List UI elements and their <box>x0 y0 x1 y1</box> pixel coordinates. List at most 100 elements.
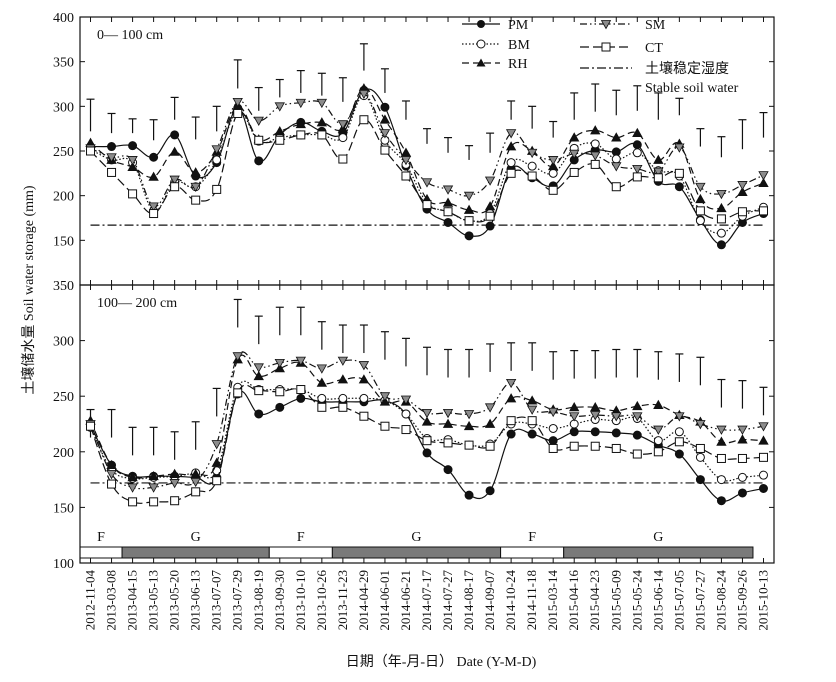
point-bm <box>527 161 537 171</box>
point-ct <box>443 438 453 448</box>
point-sm <box>148 483 159 493</box>
legend-label-stable-en: Stable soil water <box>645 81 739 96</box>
point-sm <box>758 422 769 432</box>
point-ct <box>674 168 684 178</box>
point-sm <box>653 167 664 177</box>
point-ct <box>107 479 117 489</box>
phase-label: F <box>528 530 536 545</box>
point-pm <box>485 486 495 496</box>
point-ct <box>254 135 264 145</box>
point-rh <box>127 472 138 482</box>
y-tick-label: 250 <box>53 390 74 405</box>
point-rh <box>148 470 159 481</box>
y-tick-label: 350 <box>53 56 74 71</box>
point-ct <box>233 108 243 118</box>
point-ct <box>359 411 369 421</box>
point-sm <box>526 148 538 159</box>
point-rh <box>463 204 475 214</box>
point-rh <box>758 177 769 188</box>
point-sm <box>505 378 517 389</box>
point-ct <box>527 171 537 181</box>
point-rh <box>337 374 349 384</box>
point-bm <box>548 423 558 433</box>
point-sm <box>421 178 433 188</box>
panel-label: 100— 200 cm <box>97 296 177 311</box>
point-sm <box>379 392 391 402</box>
point-rh <box>737 434 748 444</box>
point-ct <box>695 206 705 216</box>
point-sm <box>569 412 580 422</box>
point-ct <box>275 387 285 397</box>
series-line-rh <box>89 354 764 479</box>
point-bm <box>212 155 222 165</box>
legend-label-stable-cn: 土壤稳定湿度 <box>645 60 729 77</box>
point-sm <box>106 470 117 480</box>
point-sm <box>190 182 201 193</box>
point-ct <box>653 173 663 183</box>
point-bm <box>737 472 747 482</box>
point-sm <box>737 181 748 191</box>
point-sm <box>716 425 727 435</box>
point-rh <box>211 457 222 467</box>
point-rh <box>590 125 601 135</box>
point-sm <box>295 98 307 109</box>
point-sm <box>590 151 601 161</box>
point-sm <box>442 185 454 195</box>
point-sm <box>463 191 475 201</box>
point-sm <box>316 364 328 374</box>
point-ct <box>674 437 684 447</box>
point-sm <box>737 425 748 435</box>
point-bm <box>653 436 663 446</box>
x-tick-label: 2013-10-10 <box>293 570 308 631</box>
point-rh <box>190 167 201 177</box>
point-ct <box>527 416 537 426</box>
series-rh <box>85 83 769 214</box>
legend-item-rh: RH <box>462 57 527 72</box>
phase-growing <box>331 546 502 559</box>
point-rh <box>190 468 201 478</box>
series-line-sm <box>89 351 764 490</box>
point-pm <box>296 393 306 403</box>
point-pm <box>758 483 768 493</box>
phase-fallow <box>500 546 565 559</box>
point-rh <box>463 420 475 431</box>
point-sm <box>127 156 138 166</box>
point-ct <box>401 171 411 181</box>
point-ct <box>107 167 117 177</box>
point-sm <box>295 356 307 366</box>
point-pm <box>254 156 264 166</box>
point-sm <box>526 405 538 415</box>
x-tick-label: 2015-07-05 <box>671 570 686 631</box>
x-tick-label: 2013-07-07 <box>209 570 224 631</box>
point-pm <box>485 221 495 231</box>
x-tick-label: 2013-08-19 <box>251 570 266 631</box>
legend-label-pm: PM <box>508 18 529 33</box>
point-bm <box>716 228 726 238</box>
x-tick-label: 2013-05-20 <box>167 570 182 631</box>
point-sm <box>106 153 117 163</box>
point-sm <box>484 176 496 186</box>
point-rh <box>632 127 643 138</box>
point-ct <box>737 453 747 463</box>
point-bm <box>590 139 600 149</box>
point-rh <box>316 377 328 387</box>
point-sm <box>695 182 706 193</box>
y-tick-label: 400 <box>53 11 74 26</box>
point-rh <box>400 147 412 157</box>
series-sm <box>85 89 769 212</box>
point-pm <box>464 490 474 500</box>
point-pm <box>737 488 747 498</box>
point-ct <box>296 130 306 140</box>
point-ct <box>212 184 222 194</box>
point-rh <box>716 202 727 213</box>
y-tick-label: 300 <box>53 100 74 115</box>
point-ct <box>191 195 201 205</box>
point-sm <box>337 120 349 130</box>
point-pm <box>443 217 453 227</box>
x-tick-label: 2015-04-23 <box>587 570 602 631</box>
point-ct <box>485 441 495 451</box>
legend-label-rh: RH <box>508 57 527 72</box>
point-ct <box>128 189 138 199</box>
point-ct <box>128 497 138 507</box>
